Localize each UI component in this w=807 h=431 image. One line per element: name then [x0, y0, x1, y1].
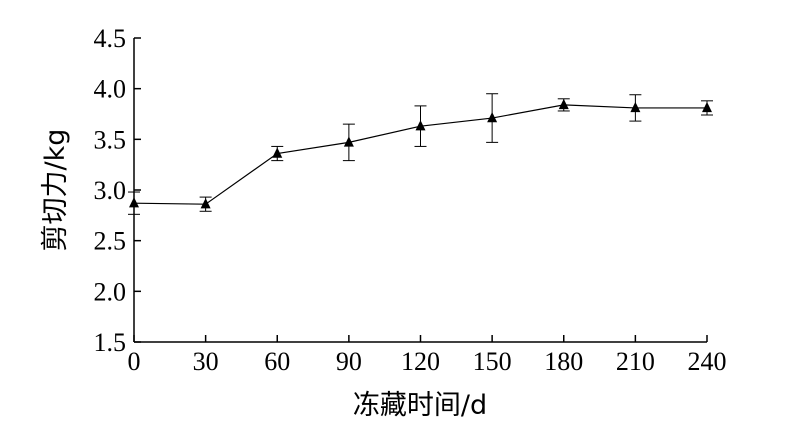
data-point-triangle [200, 198, 211, 209]
y-tick-label: 4.0 [94, 75, 127, 104]
x-tick-label: 120 [401, 347, 440, 376]
series-group [128, 93, 713, 215]
x-tick-label: 150 [473, 347, 512, 376]
x-tick-label: 180 [544, 347, 583, 376]
data-point-triangle [129, 197, 139, 208]
x-tick-label: 0 [128, 347, 141, 376]
x-tick-label: 210 [616, 347, 655, 376]
x-axis-ticks: 0 30 60 90 120 150 180 210 240 [128, 335, 727, 376]
data-point-triangle [630, 101, 641, 113]
y-axis-ticks: 1.5 2.0 2.5 3.0 3.5 4.0 4.5 [94, 24, 141, 357]
y-tick-label: 2.0 [94, 277, 127, 306]
x-tick-label: 30 [193, 347, 219, 376]
data-point-triangle [702, 101, 712, 113]
data-point-triangle [558, 98, 569, 110]
y-tick-label: 4.5 [94, 24, 127, 53]
data-point-triangle [415, 120, 426, 131]
axes [133, 38, 707, 343]
x-axis-label: 冻藏时间/d [353, 390, 487, 421]
x-tick-label: 240 [688, 347, 727, 376]
x-tick-label: 90 [336, 347, 362, 376]
data-point-triangle [272, 147, 283, 158]
data-point-triangle [343, 136, 354, 147]
y-tick-label: 3.0 [94, 176, 127, 205]
y-tick-label: 2.5 [94, 227, 127, 256]
y-tick-label: 1.5 [94, 328, 127, 357]
x-tick-label: 60 [264, 347, 290, 376]
y-tick-label: 3.5 [94, 125, 127, 154]
y-axis-label: 剪切力/kg [40, 129, 71, 252]
data-point-triangle [487, 112, 498, 123]
